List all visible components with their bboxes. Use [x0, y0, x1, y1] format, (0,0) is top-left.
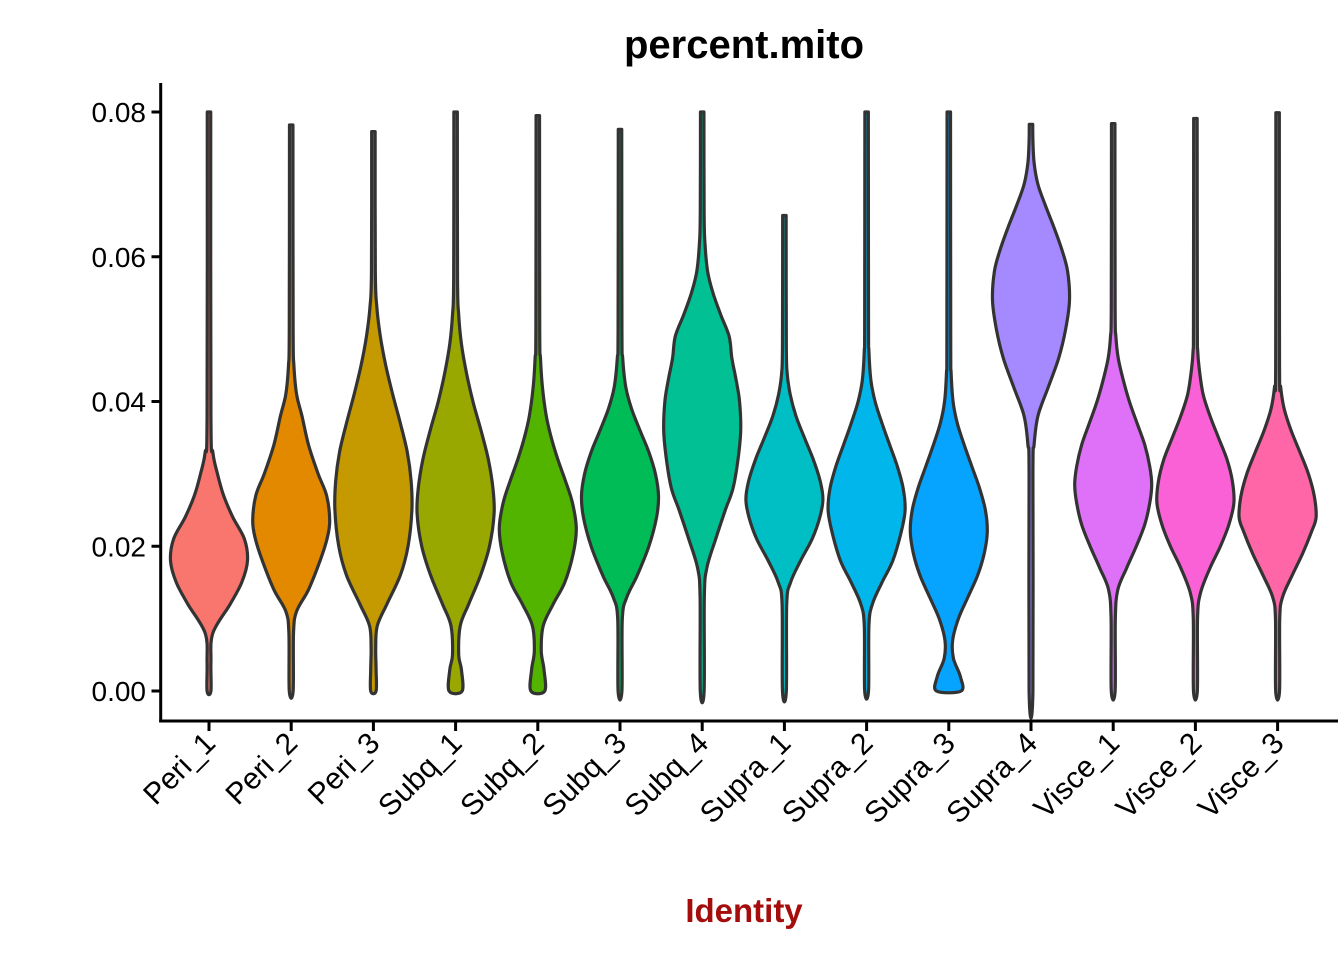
y-tick-label: 0.06 [92, 242, 147, 273]
x-tick-label-visce_1: Visce_1 [1028, 727, 1126, 825]
violin-peri_2 [251, 123, 332, 700]
violin-subq_2 [497, 114, 578, 696]
x-tick-label-visce_3: Visce_3 [1192, 727, 1290, 825]
x-axis-ticks: Peri_1Peri_2Peri_3Subq_1Subq_2Subq_3Subq… [137, 721, 1291, 831]
x-axis-title: Identity [685, 892, 803, 929]
violin-supra_3 [908, 110, 989, 695]
violin-peri_3 [333, 129, 414, 696]
violin-visce_1 [1073, 121, 1154, 702]
y-axis-ticks: 0.00 0.02 0.04 0.06 0.08 [92, 97, 161, 707]
x-tick-label-supra_3: Supra_3 [858, 727, 962, 831]
violin-visce_3 [1237, 111, 1318, 702]
x-tick-label-subq_1: Subq_1 [372, 727, 468, 823]
y-tick-label: 0.08 [92, 97, 147, 128]
x-tick-label-supra_4: Supra_4 [940, 727, 1044, 831]
violin-peri_1 [168, 110, 250, 697]
violin-supra_1 [744, 213, 825, 704]
y-tick-label: 0.04 [92, 387, 147, 418]
violin-subq_1 [415, 110, 496, 696]
violin-subq_4 [662, 110, 743, 705]
x-tick-label-visce_2: Visce_2 [1110, 727, 1208, 825]
x-tick-label-supra_1: Supra_1 [694, 727, 798, 831]
violin-subq_3 [579, 127, 661, 702]
y-tick-label: 0.00 [92, 676, 147, 707]
violin-visce_2 [1155, 116, 1236, 702]
violins-group [168, 110, 1318, 720]
x-tick-label-peri_2: Peri_2 [219, 727, 304, 812]
violin-supra_2 [826, 110, 907, 701]
x-tick-label-subq_3: Subq_3 [536, 727, 632, 823]
chart-title: percent.mito [624, 23, 864, 67]
x-tick-label-supra_2: Supra_2 [776, 727, 880, 831]
y-tick-label: 0.02 [92, 531, 147, 562]
x-tick-label-peri_1: Peri_1 [137, 727, 222, 812]
violin-supra_4 [990, 122, 1072, 720]
x-tick-label-subq_2: Subq_2 [454, 727, 550, 823]
